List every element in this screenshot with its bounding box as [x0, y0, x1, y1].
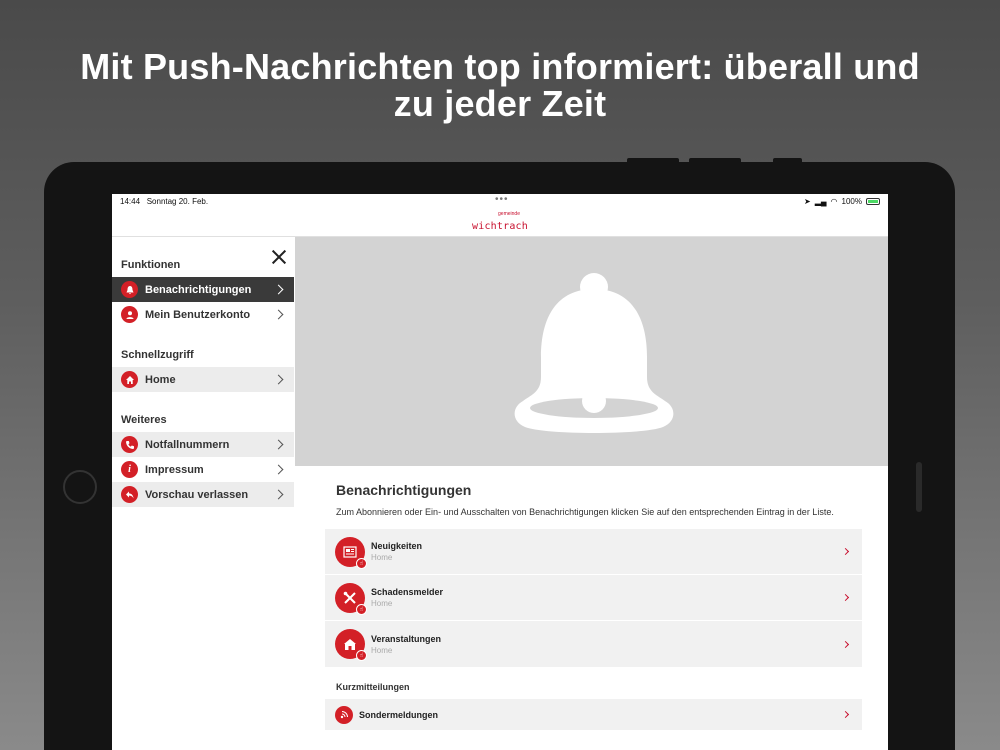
bell-hero-icon	[514, 273, 674, 433]
chevron-right-icon	[273, 284, 284, 295]
card-subtitle: Home	[371, 553, 393, 562]
card-title: Neuigkeiten	[371, 541, 423, 551]
section-title-short-messages: Kurzmitteilungen	[336, 682, 410, 692]
back-arrow-icon	[121, 486, 138, 503]
chevron-right-icon	[841, 710, 850, 719]
chevron-right-icon	[273, 489, 284, 500]
chevron-right-icon	[273, 464, 284, 475]
pointer-badge-icon: ☝	[356, 557, 367, 569]
notification-card-special[interactable]: Sondermeldungen	[325, 699, 862, 730]
notification-card-events[interactable]: ☝ Veranstaltungen Home	[325, 621, 862, 667]
tools-icon: ☝	[335, 582, 367, 615]
sidebar-item-account[interactable]: Mein Benutzerkonto	[112, 302, 294, 327]
event-icon: ☝	[335, 629, 367, 661]
pointer-badge-icon: ☝	[356, 650, 367, 661]
bell-icon	[121, 281, 138, 298]
app-logo: gemeinde wichtrach	[472, 211, 528, 232]
sidebar-item-label: Vorschau verlassen	[145, 488, 249, 501]
device-button	[773, 158, 802, 164]
home-icon	[121, 371, 138, 388]
sidebar-item-label: Home	[145, 373, 176, 386]
status-right: ➤ ▂▄ ◠ 100%	[804, 197, 880, 206]
headline-line-1: Mit Push-Nachrichten top informiert: übe…	[80, 46, 920, 87]
sidebar-item-exit-preview[interactable]: Vorschau verlassen	[112, 482, 294, 507]
sidebar-item-imprint[interactable]: i Impressum	[112, 457, 294, 482]
battery-icon	[866, 198, 880, 205]
chevron-right-icon	[841, 547, 850, 556]
device-button	[689, 158, 741, 164]
close-icon[interactable]	[272, 250, 286, 264]
app-screen: 14:44 Sonntag 20. Feb. ••• ➤ ▂▄ ◠ 100% g…	[112, 194, 888, 750]
sidebar-item-emergency[interactable]: Notfallnummern	[112, 432, 294, 457]
card-title: Veranstaltungen	[371, 633, 442, 644]
card-subtitle: Home	[371, 599, 393, 608]
notification-card-news[interactable]: ☝ Neuigkeiten Home	[325, 529, 862, 574]
sidebar-item-label: Mein Benutzerkonto	[145, 308, 251, 321]
status-bar: 14:44 Sonntag 20. Feb. ••• ➤ ▂▄ ◠ 100%	[112, 194, 888, 210]
status-time: 14:44 Sonntag 20. Feb.	[120, 197, 209, 206]
header-divider	[112, 236, 888, 237]
chevron-right-icon	[841, 593, 850, 602]
location-icon: ➤	[804, 197, 811, 206]
info-icon: i	[121, 461, 138, 478]
page-title: Benachrichtigungen	[336, 482, 472, 498]
headline-line-2: zu jeder Zeit	[393, 83, 607, 124]
chevron-right-icon	[273, 309, 284, 320]
section-title-more: Weiteres	[121, 414, 167, 426]
wifi-icon: ◠	[830, 197, 838, 206]
card-title: Sondermeldungen	[359, 709, 439, 720]
device-side-pill	[916, 462, 922, 512]
sidebar-item-home[interactable]: Home	[112, 367, 294, 392]
section-title-quick: Schnellzugriff	[121, 349, 194, 361]
signal-icon: ▂▄	[814, 197, 827, 206]
device-button	[627, 158, 679, 164]
broadcast-icon	[335, 705, 353, 724]
chevron-right-icon	[273, 439, 284, 450]
battery-label: 100%	[841, 197, 862, 206]
sidebar: Funktionen Benachrichtigungen Mein Benut…	[112, 237, 294, 750]
page-description: Zum Abonnieren oder Ein- und Ausschalten…	[336, 507, 834, 517]
multitask-dots[interactable]: •••	[495, 194, 509, 205]
hero-banner	[295, 237, 888, 466]
chevron-right-icon	[841, 640, 850, 648]
card-title: Schadensmelder	[371, 587, 444, 597]
home-button	[63, 470, 97, 504]
notification-card-damage[interactable]: ☝ Schadensmelder Home	[325, 575, 862, 620]
pointer-badge-icon: ☝	[356, 603, 367, 615]
section-title-functions: Funktionen	[121, 259, 181, 271]
card-subtitle: Home	[371, 645, 393, 655]
newspaper-icon: ☝	[335, 536, 367, 569]
headline: Mit Push-Nachrichten top informiert: übe…	[0, 48, 1000, 122]
sidebar-item-label: Notfallnummern	[145, 438, 230, 451]
user-icon	[121, 306, 138, 323]
sidebar-item-notifications[interactable]: Benachrichtigungen	[112, 277, 294, 302]
phone-icon	[121, 436, 138, 453]
chevron-right-icon	[273, 374, 284, 385]
sidebar-item-label: Benachrichtigungen	[145, 283, 252, 296]
sidebar-item-label: Impressum	[145, 463, 204, 476]
